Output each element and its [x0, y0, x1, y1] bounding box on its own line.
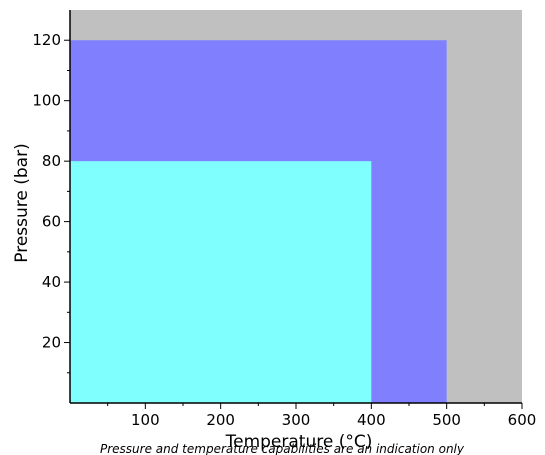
y-tick-label: 80: [42, 152, 61, 170]
y-axis-title: Pressure (bar): [12, 143, 32, 262]
region-2: [70, 161, 372, 403]
y-tick-label: 40: [42, 273, 61, 291]
y-tick-label: 20: [42, 334, 61, 352]
x-axis-title: Temperature (°C): [225, 432, 373, 452]
x-tick-label: 100: [131, 411, 160, 429]
regions-group: [70, 40, 447, 403]
x-tick-label: 600: [508, 411, 537, 429]
y-tick-label: 100: [32, 92, 61, 110]
y-tick-label: 120: [32, 31, 61, 49]
chart-caption: Pressure and temperature capabilities ar…: [100, 442, 465, 455]
x-tick-label: 300: [282, 411, 311, 429]
x-tick-label: 400: [357, 411, 386, 429]
y-tick-label: 60: [42, 213, 61, 231]
x-tick-label: 500: [432, 411, 461, 429]
x-tick-label: 200: [206, 411, 235, 429]
ticks-group: 20 40 60 80 100 120 100 200 300 400 500 600: [32, 31, 536, 429]
